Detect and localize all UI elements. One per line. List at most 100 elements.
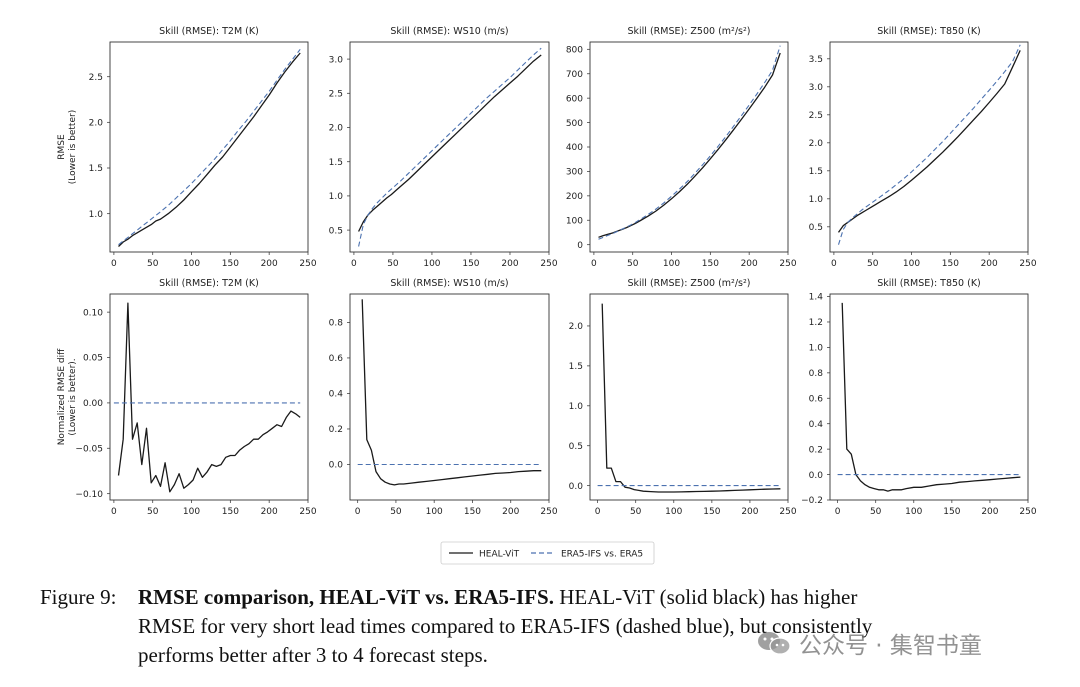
- y-tick-label: 100: [566, 216, 583, 226]
- y-tick-label: 2.0: [569, 322, 584, 332]
- x-tick-label: 200: [502, 507, 519, 517]
- x-tick-label: 100: [663, 259, 680, 269]
- x-tick-label: 0: [591, 259, 597, 269]
- y-tick-label: 2.5: [89, 73, 103, 83]
- x-tick-label: 50: [390, 507, 402, 517]
- y-tick-label: −0.05: [75, 444, 103, 454]
- y-tick-label: 1.0: [809, 344, 824, 354]
- x-tick-label: 200: [261, 507, 278, 517]
- x-tick-label: 200: [501, 259, 518, 269]
- panel-5: Skill (RMSE): T2M (K) Normalized RMSE dif…: [57, 278, 317, 517]
- x-tick-label: 0: [595, 507, 601, 517]
- y-tick-label: 0.4: [809, 420, 824, 430]
- caption-line-2: RMSE for very short lead times compared …: [138, 614, 873, 638]
- x-tick-label: 100: [183, 259, 200, 269]
- x-tick-label: 150: [462, 259, 479, 269]
- x-tick-label: 100: [665, 507, 682, 517]
- panel-frame: [349, 293, 550, 501]
- y-tick-label: 1.2: [809, 318, 823, 328]
- panel-title: Skill (RMSE): WS10 (m/s): [390, 278, 508, 289]
- y-tick-label: 1.0: [809, 195, 824, 205]
- y-tick-label: 0.0: [329, 461, 344, 471]
- x-tick-label: 150: [222, 507, 239, 517]
- caption-body: RMSE comparison, HEAL-ViT vs. ERA5-IFS. …: [138, 583, 1038, 670]
- y-tick-label: 1.0: [89, 210, 104, 220]
- panel-6: Skill (RMSE): WS10 (m/s) 0 50 100 150 200 250 0…: [329, 278, 558, 517]
- x-tick-label: 50: [630, 507, 642, 517]
- y-tick-label: 2.5: [329, 90, 343, 100]
- y-tick-label: 400: [566, 143, 583, 153]
- panel-2: Skill (RMSE): WS10 (m/s) 0 50 100 150 200 250 0…: [329, 26, 558, 269]
- y-tick-label: 1.5: [809, 167, 823, 177]
- x-tick-label: 150: [702, 259, 719, 269]
- series-line-heal-vit: [358, 54, 542, 232]
- y-tick-label: 1.4: [809, 293, 824, 303]
- panel-title: Skill (RMSE): Z500 (m²/s²): [627, 26, 750, 37]
- legend-label: ERA5-IFS vs. ERA5: [561, 550, 643, 560]
- panel-frame: [589, 41, 789, 253]
- x-tick-label: 0: [831, 259, 837, 269]
- y-tick-label: 200: [566, 192, 583, 202]
- x-tick-label: 100: [903, 259, 920, 269]
- y-tick-label: 1.5: [89, 164, 103, 174]
- series-line-era5-ifs: [118, 48, 301, 246]
- x-tick-label: 50: [387, 259, 399, 269]
- panel-frame: [109, 41, 309, 253]
- x-tick-label: 50: [147, 259, 159, 269]
- y-tick-label: 1.5: [329, 158, 343, 168]
- y-tick-label: 1.0: [329, 192, 344, 202]
- y-tick-label: 300: [566, 168, 583, 178]
- y-tick-label: 3.0: [809, 83, 824, 93]
- panel-frame: [829, 293, 1029, 501]
- series-line-era5-ifs: [598, 45, 781, 240]
- x-tick-label: 250: [299, 259, 316, 269]
- y-tick-label: 0.6: [329, 354, 344, 364]
- y-tick-label: 0: [577, 241, 583, 251]
- y-tick-label: 0.10: [83, 308, 103, 318]
- y-tick-label: −0.2: [801, 496, 823, 506]
- y-tick-label: 0.4: [329, 390, 344, 400]
- series-line-heal-vit: [598, 52, 781, 238]
- y-axis-label: Normalized RMSE diff: [57, 348, 67, 445]
- series-line-heal-vit: [361, 299, 542, 486]
- y-tick-label: 0.2: [329, 425, 343, 435]
- watermark: 公众号 · 集智书童: [757, 626, 982, 660]
- x-tick-label: 0: [355, 507, 361, 517]
- y-tick-label: 3.5: [809, 55, 823, 65]
- x-tick-label: 150: [703, 507, 720, 517]
- panel-frame: [829, 41, 1029, 253]
- y-tick-label: 2.0: [809, 139, 824, 149]
- y-tick-label: 500: [566, 119, 583, 129]
- y-tick-label: 1.0: [569, 402, 584, 412]
- x-tick-label: 250: [779, 259, 796, 269]
- x-tick-label: 0: [111, 507, 117, 517]
- panel-title: Skill (RMSE): T850 (K): [877, 26, 981, 37]
- legend-label: HEAL-ViT: [479, 550, 520, 560]
- y-tick-label: 0.0: [809, 471, 824, 481]
- y-tick-label: 0.5: [569, 442, 583, 452]
- x-tick-label: 250: [779, 507, 796, 517]
- y-tick-label: 0.05: [83, 354, 103, 364]
- caption-bold-title: RMSE comparison, HEAL-ViT vs. ERA5-IFS.: [138, 585, 554, 609]
- x-tick-label: 150: [464, 507, 481, 517]
- y-tick-label: 0.8: [809, 369, 824, 379]
- y-axis-label: (Lower is better): [68, 110, 78, 184]
- y-tick-label: 0.2: [809, 445, 823, 455]
- series-line-heal-vit: [601, 303, 781, 493]
- y-tick-label: 2.0: [89, 119, 104, 129]
- caption-line-3: performs better after 3 to 4 forecast st…: [138, 643, 488, 667]
- panel-title: Skill (RMSE): T850 (K): [877, 278, 981, 289]
- x-tick-label: 50: [627, 259, 639, 269]
- x-tick-label: 250: [540, 259, 557, 269]
- x-tick-label: 200: [981, 507, 998, 517]
- panel-frame: [109, 293, 309, 501]
- panel-3: Skill (RMSE): Z500 (m²/s²) 0 50 100 150 200 25…: [566, 26, 797, 269]
- y-tick-label: 600: [566, 94, 583, 104]
- caption-line-1: HEAL-ViT (solid black) has higher: [559, 585, 858, 609]
- x-tick-label: 250: [299, 507, 316, 517]
- x-tick-label: 100: [183, 507, 200, 517]
- y-tick-label: 2.0: [329, 124, 344, 134]
- y-tick-label: 0.5: [809, 223, 823, 233]
- y-tick-label: 800: [566, 46, 583, 56]
- y-axis-label: (Lower is better).: [68, 358, 78, 435]
